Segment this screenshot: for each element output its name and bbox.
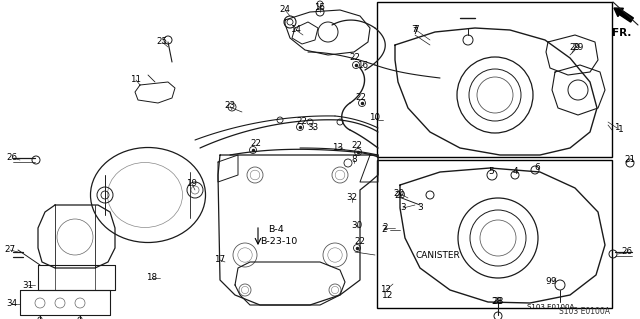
Text: FR.: FR.	[612, 28, 632, 38]
Text: 19: 19	[186, 180, 198, 189]
Text: B-23-10: B-23-10	[260, 238, 297, 247]
Text: 18: 18	[147, 273, 157, 283]
Text: 28: 28	[492, 298, 504, 307]
Text: 1: 1	[618, 125, 624, 135]
Text: 26: 26	[621, 248, 632, 256]
Text: 2: 2	[381, 226, 387, 234]
Text: 34: 34	[6, 300, 17, 308]
Text: 8: 8	[351, 155, 357, 165]
Text: 5: 5	[488, 167, 494, 176]
Text: 2: 2	[382, 224, 388, 233]
Text: 15: 15	[314, 4, 326, 12]
Text: 16: 16	[358, 61, 369, 70]
Text: 29: 29	[572, 43, 584, 53]
Text: 10: 10	[369, 114, 381, 122]
Text: 6: 6	[534, 162, 540, 172]
Text: 21: 21	[625, 155, 636, 165]
Text: 7: 7	[411, 26, 417, 34]
Text: 24: 24	[280, 5, 291, 14]
Text: 23: 23	[225, 101, 236, 110]
Text: 20: 20	[394, 189, 404, 197]
Text: 32: 32	[346, 194, 358, 203]
Text: 13: 13	[332, 143, 344, 152]
Text: 22: 22	[349, 54, 360, 63]
Text: 12: 12	[382, 291, 394, 300]
Text: 30: 30	[351, 220, 363, 229]
Text: 22: 22	[250, 139, 262, 149]
Text: 9: 9	[550, 278, 556, 286]
Text: B-4: B-4	[268, 226, 284, 234]
Text: 3: 3	[417, 204, 423, 212]
Text: 22: 22	[296, 116, 307, 125]
Text: 27: 27	[4, 246, 15, 255]
Text: CANISTER: CANISTER	[415, 250, 460, 259]
Text: 33: 33	[307, 122, 319, 131]
Text: 9: 9	[545, 278, 551, 286]
Text: 7: 7	[412, 27, 418, 36]
Text: 22: 22	[351, 140, 362, 150]
Text: 4: 4	[512, 167, 518, 176]
Text: 31: 31	[22, 280, 33, 290]
Text: 3: 3	[400, 204, 406, 212]
Text: S103 E0100A: S103 E0100A	[527, 304, 574, 310]
Text: 29: 29	[570, 42, 580, 51]
Text: 17: 17	[214, 256, 225, 264]
Bar	[377, 160, 612, 308]
FancyArrow shape	[614, 8, 634, 22]
Text: 22: 22	[355, 93, 367, 102]
Text: 25: 25	[156, 38, 168, 47]
Bar	[377, 2, 612, 157]
Text: 7: 7	[413, 26, 419, 34]
Text: 14: 14	[291, 26, 301, 34]
Text: 1: 1	[614, 123, 620, 132]
Text: 22: 22	[355, 238, 365, 247]
Text: S103 E0100A: S103 E0100A	[559, 308, 610, 316]
Text: 28: 28	[492, 298, 502, 307]
Text: 26: 26	[6, 153, 17, 162]
Text: 12: 12	[381, 286, 392, 294]
Text: 11: 11	[131, 76, 141, 85]
Text: 20: 20	[394, 190, 406, 199]
